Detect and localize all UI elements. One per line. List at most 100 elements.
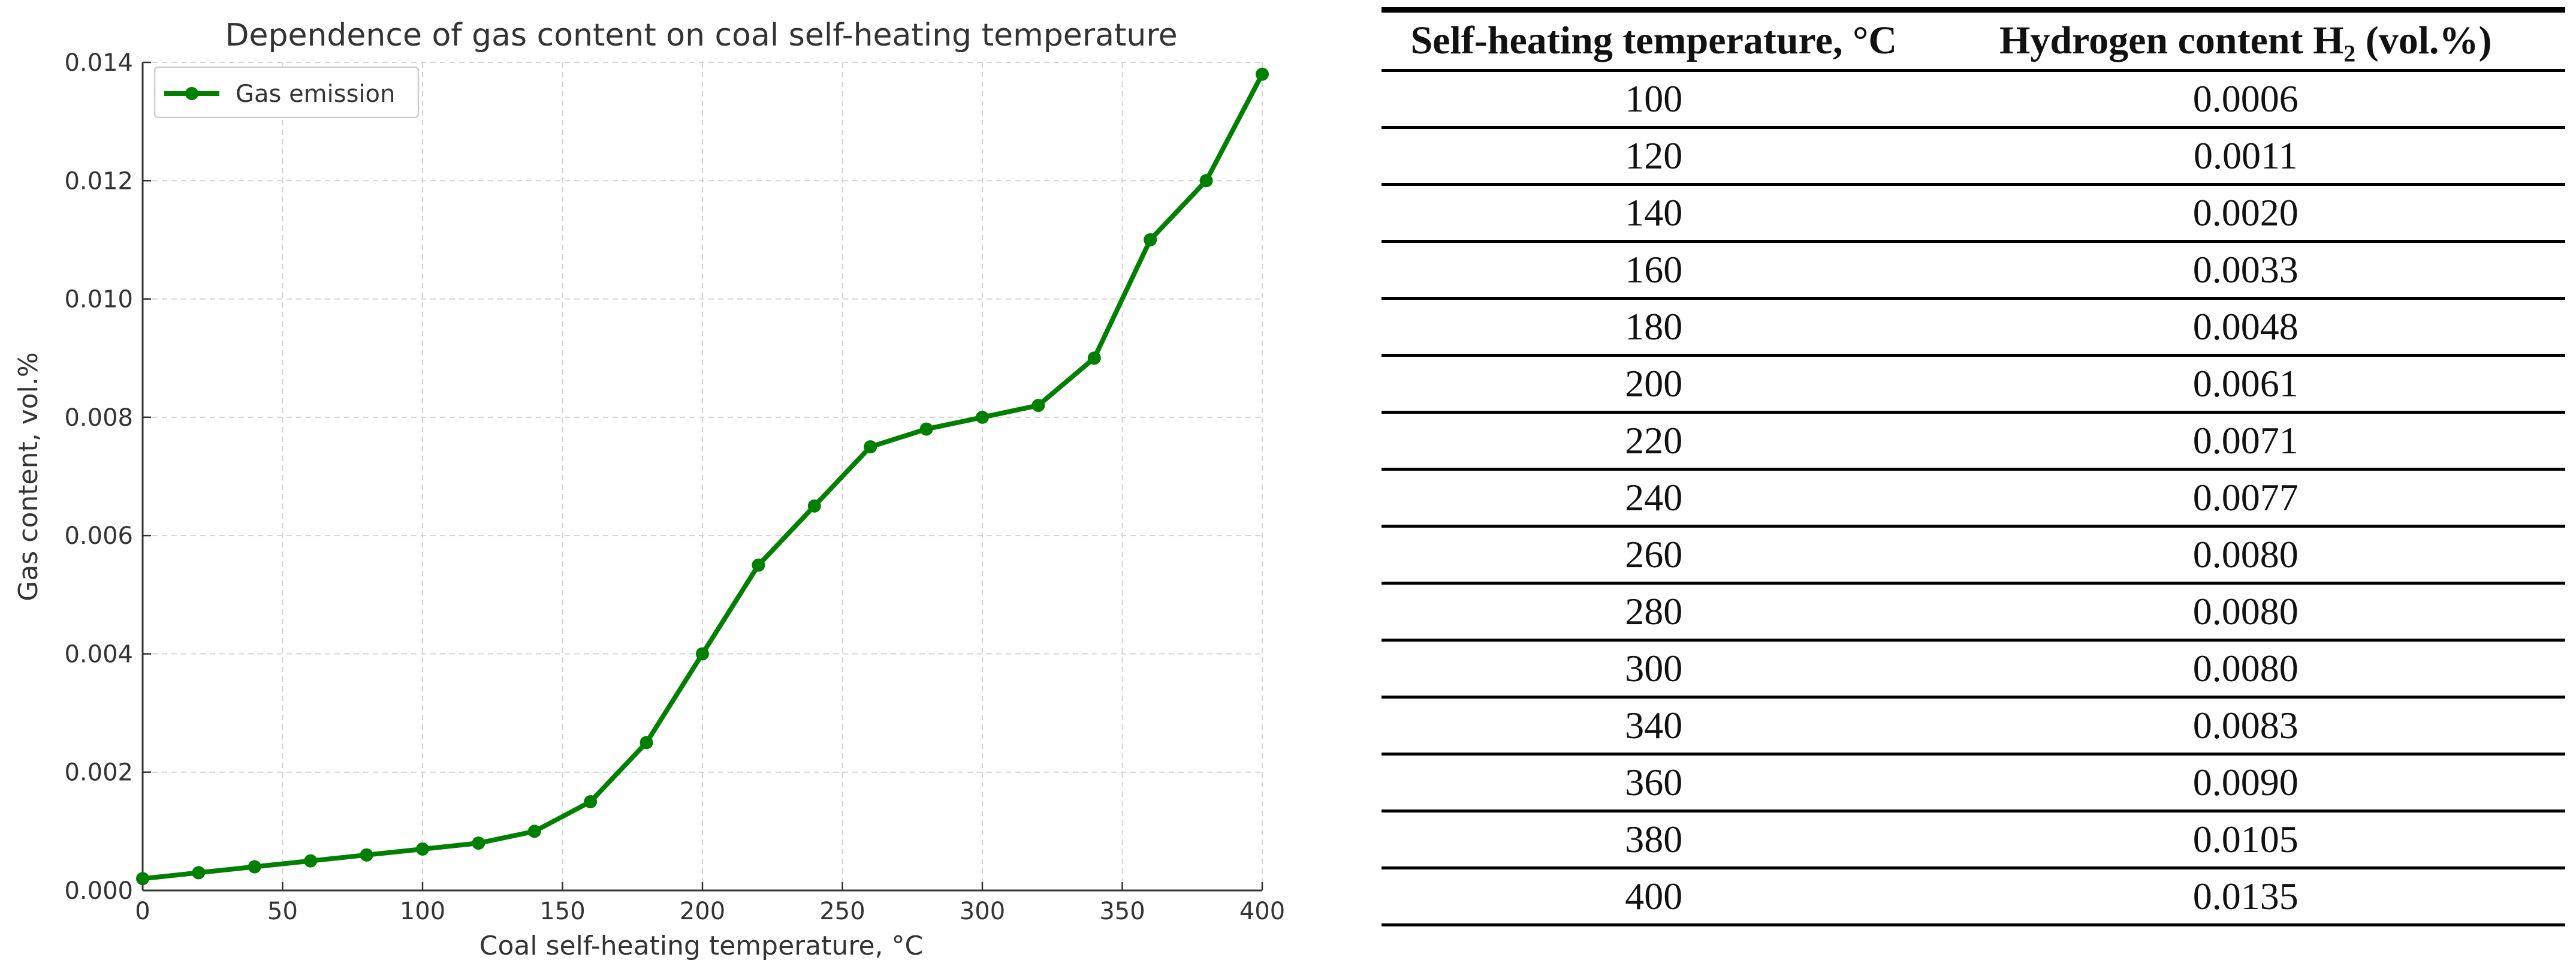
hydrogen-table: Self-heating temperature, °C Hydrogen co… xyxy=(1381,7,2565,926)
y-tick-label: 0.012 xyxy=(64,167,133,195)
cell-hydrogen: 0.0083 xyxy=(1926,697,2565,756)
header-hydrogen: Hydrogen content H₂ (vol.%) xyxy=(1926,7,2565,72)
data-point xyxy=(752,558,765,572)
cell-hydrogen: 0.0105 xyxy=(1926,811,2565,869)
header-temperature: Self-heating temperature, °C xyxy=(1381,7,1926,72)
x-tick-label: 200 xyxy=(680,898,725,925)
y-tick-label: 0.008 xyxy=(64,404,133,432)
table-row: 160 0.0033 xyxy=(1381,241,2565,300)
x-tick-label: 300 xyxy=(960,898,1005,925)
cell-temperature: 220 xyxy=(1381,412,1926,471)
cell-temperature: 180 xyxy=(1381,298,1926,357)
cell-temperature: 300 xyxy=(1381,640,1926,699)
data-point xyxy=(304,854,318,868)
table-row: 360 0.0090 xyxy=(1381,754,2565,812)
table-row: 180 0.0048 xyxy=(1381,298,2565,357)
legend-label: Gas emission xyxy=(236,80,395,108)
cell-temperature: 380 xyxy=(1381,811,1926,869)
data-point xyxy=(472,836,485,850)
x-tick-label: 150 xyxy=(539,898,585,925)
table-row: 200 0.0061 xyxy=(1381,355,2565,414)
data-point xyxy=(416,842,429,856)
table-row: 240 0.0077 xyxy=(1381,469,2565,528)
table-header-row: Self-heating temperature, °C Hydrogen co… xyxy=(1381,7,2565,72)
data-point xyxy=(584,795,598,809)
cell-temperature: 120 xyxy=(1381,127,1926,186)
x-tick-label: 350 xyxy=(1099,898,1145,925)
data-point xyxy=(807,499,821,513)
line-chart: 0 50 100 150 200 250 300 350 400 0.000 0.002 0.004 0… xyxy=(13,17,1285,961)
cell-temperature: 100 xyxy=(1381,70,1926,129)
data-point xyxy=(1256,67,1269,81)
y-tick-label: 0.010 xyxy=(64,286,133,314)
table-row: 380 0.0105 xyxy=(1381,811,2565,869)
table-row: 300 0.0080 xyxy=(1381,640,2565,699)
data-point xyxy=(696,647,709,661)
table-row: 260 0.0080 xyxy=(1381,526,2565,585)
cell-hydrogen: 0.0011 xyxy=(1926,127,2565,186)
table-row: 100 0.0006 xyxy=(1381,70,2565,129)
cell-hydrogen: 0.0020 xyxy=(1926,184,2565,243)
cell-temperature: 140 xyxy=(1381,184,1926,243)
data-point xyxy=(919,422,933,436)
data-point xyxy=(864,440,877,454)
table-row: 120 0.0011 xyxy=(1381,127,2565,186)
chart-title: Dependence of gas content on coal self-h… xyxy=(225,17,1177,53)
cell-hydrogen: 0.0006 xyxy=(1926,70,2565,129)
table-row: 140 0.0020 xyxy=(1381,184,2565,243)
cell-temperature: 200 xyxy=(1381,355,1926,414)
cell-hydrogen: 0.0080 xyxy=(1926,583,2565,642)
data-point xyxy=(1087,351,1101,365)
data-point xyxy=(192,866,206,880)
data-point xyxy=(136,872,149,886)
legend: Gas emission xyxy=(153,66,420,119)
cell-temperature: 400 xyxy=(1381,868,1926,926)
data-point xyxy=(360,848,373,862)
x-tick-label: 250 xyxy=(819,898,865,925)
data-point xyxy=(527,824,541,838)
data-point xyxy=(640,736,653,750)
data-point xyxy=(976,410,989,424)
cell-hydrogen: 0.0048 xyxy=(1926,298,2565,357)
data-table-container: Self-heating temperature, °C Hydrogen co… xyxy=(1381,7,2565,926)
series-layer xyxy=(136,67,1269,886)
x-tick-label: 50 xyxy=(267,898,298,925)
data-point xyxy=(248,860,261,874)
cell-hydrogen: 0.0090 xyxy=(1926,754,2565,812)
y-tick-label: 0.014 xyxy=(64,49,133,77)
x-tick-label: 0 xyxy=(135,898,150,925)
table-row: 280 0.0080 xyxy=(1381,583,2565,642)
table-body: 100 0.0006 120 0.0011 140 0.0020 160 0.0033 180 0… xyxy=(1381,70,2565,926)
cell-temperature: 240 xyxy=(1381,469,1926,528)
cell-hydrogen: 0.0135 xyxy=(1926,868,2565,926)
cell-temperature: 360 xyxy=(1381,754,1926,812)
cell-temperature: 160 xyxy=(1381,241,1926,300)
cell-hydrogen: 0.0077 xyxy=(1926,469,2565,528)
grid-layer xyxy=(142,62,1263,891)
legend-marker-swatch xyxy=(185,87,198,100)
data-point xyxy=(1144,233,1157,246)
ticks-layer: 0 50 100 150 200 250 300 350 400 0.000 0.002 0.004 0… xyxy=(64,49,1285,925)
table-row: 340 0.0083 xyxy=(1381,697,2565,756)
y-tick-label: 0.006 xyxy=(64,522,133,550)
cell-hydrogen: 0.0061 xyxy=(1926,355,2565,414)
data-point xyxy=(1199,174,1213,188)
chart-svg: 0 50 100 150 200 250 300 350 400 0.000 0.002 0.004 0… xyxy=(13,17,1285,961)
y-axis-title: Gas content, vol.% xyxy=(13,352,44,601)
cell-temperature: 260 xyxy=(1381,526,1926,585)
cell-temperature: 280 xyxy=(1381,583,1926,642)
y-tick-label: 0.000 xyxy=(64,877,133,905)
table-row: 400 0.0135 xyxy=(1381,868,2565,926)
x-tick-label: 100 xyxy=(400,898,445,925)
cell-hydrogen: 0.0080 xyxy=(1926,640,2565,699)
data-point xyxy=(1031,399,1045,413)
cell-temperature: 340 xyxy=(1381,697,1926,756)
cell-hydrogen: 0.0080 xyxy=(1926,526,2565,585)
cell-hydrogen: 0.0071 xyxy=(1926,412,2565,471)
legend-box xyxy=(153,66,420,119)
x-axis-title: Coal self-heating temperature, °C xyxy=(479,931,923,961)
y-tick-label: 0.004 xyxy=(64,640,133,668)
cell-hydrogen: 0.0033 xyxy=(1926,241,2565,300)
x-tick-label: 400 xyxy=(1239,898,1285,925)
y-tick-label: 0.002 xyxy=(64,759,133,787)
